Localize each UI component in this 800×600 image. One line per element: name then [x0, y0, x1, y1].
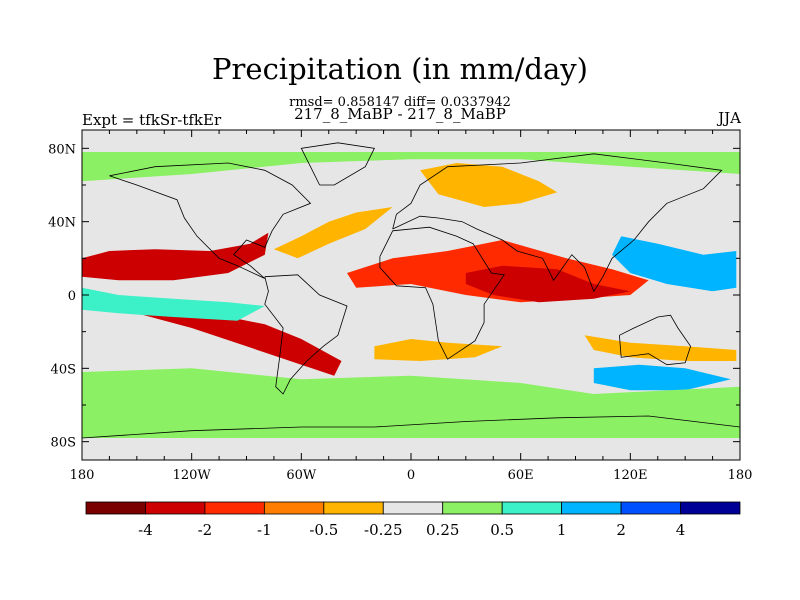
colorbar-label: 2 [616, 521, 626, 539]
colorbar-label: -2 [198, 521, 213, 539]
colorbar-swatch [85, 501, 146, 515]
x-tick-label: 0 [407, 468, 415, 483]
precip-region [465, 265, 631, 303]
colorbar-label: -4 [138, 521, 153, 539]
precip-region [82, 287, 265, 321]
colorbar: -4 -2 -1 -0.5 -0.25 0.25 0.5 1 2 4 [85, 501, 741, 539]
colorbar-swatch [204, 501, 265, 515]
colorbar-swatch [323, 501, 384, 515]
precip-region [82, 232, 269, 281]
precip-region [82, 152, 740, 182]
x-tick-label: 60E [508, 468, 534, 483]
plot-area [82, 130, 740, 460]
y-tick-label: 80N [48, 142, 76, 157]
season-label: JJA [718, 109, 741, 127]
x-tick-label: 120E [613, 468, 647, 483]
precip-region [420, 163, 558, 207]
colorbar-label: 4 [676, 521, 686, 539]
colorbar-swatch [442, 501, 503, 515]
precip-region [273, 207, 393, 259]
coastline [619, 314, 692, 366]
precip-region [593, 364, 731, 391]
y-tick-label: 0 [68, 289, 76, 304]
precip-region [612, 236, 737, 292]
colorbar-label: -0.25 [364, 521, 402, 539]
colorbar-swatch [382, 501, 444, 515]
coastline [109, 162, 312, 279]
colorbar-swatch [680, 501, 741, 515]
coastlines [82, 142, 740, 439]
coastline [82, 415, 740, 439]
coastline [379, 226, 505, 360]
colorbar-label: -1 [257, 521, 272, 539]
precip-region [374, 339, 503, 361]
colorbar-swatch [145, 501, 206, 515]
coastline [300, 142, 376, 186]
chart-statistics: rmsd= 0.858147 diff= 0.0337942 [289, 95, 511, 110]
colorbar-swatch [501, 501, 563, 515]
y-tick-label: 40N [48, 216, 76, 231]
chart-subtitle: 217_8_MaBP - 217_8_MaBP [294, 105, 506, 123]
y-axis: 80N 40N 0 40S 80S [48, 142, 740, 451]
experiment-label: Expt = tfkSr-tfkEr [82, 111, 222, 129]
coastline [264, 274, 348, 395]
y-tick-label: 80S [51, 436, 76, 451]
precip-region [82, 368, 740, 438]
colorbar-label: -0.5 [309, 521, 338, 539]
y-tick-label: 40S [51, 362, 76, 377]
coastline [392, 153, 723, 293]
colorbar-label: 0.5 [490, 521, 514, 539]
x-tick-label: 180 [728, 468, 753, 483]
colorbar-label: 1 [557, 521, 567, 539]
x-tick-label: 180 [70, 468, 95, 483]
colorbar-swatch [620, 501, 681, 515]
colorbar-label: 0.25 [426, 521, 459, 539]
precip-region [118, 304, 342, 376]
chart-title: Precipitation (in mm/day) [212, 52, 588, 86]
x-axis: 180 120W 60W 0 60E 120E 180 [70, 130, 753, 483]
colorbar-swatch [561, 501, 622, 515]
x-tick-label: 60W [286, 468, 317, 483]
colorbar-swatch [263, 501, 325, 515]
x-tick-label: 120W [173, 468, 212, 483]
precip-region [584, 335, 737, 361]
